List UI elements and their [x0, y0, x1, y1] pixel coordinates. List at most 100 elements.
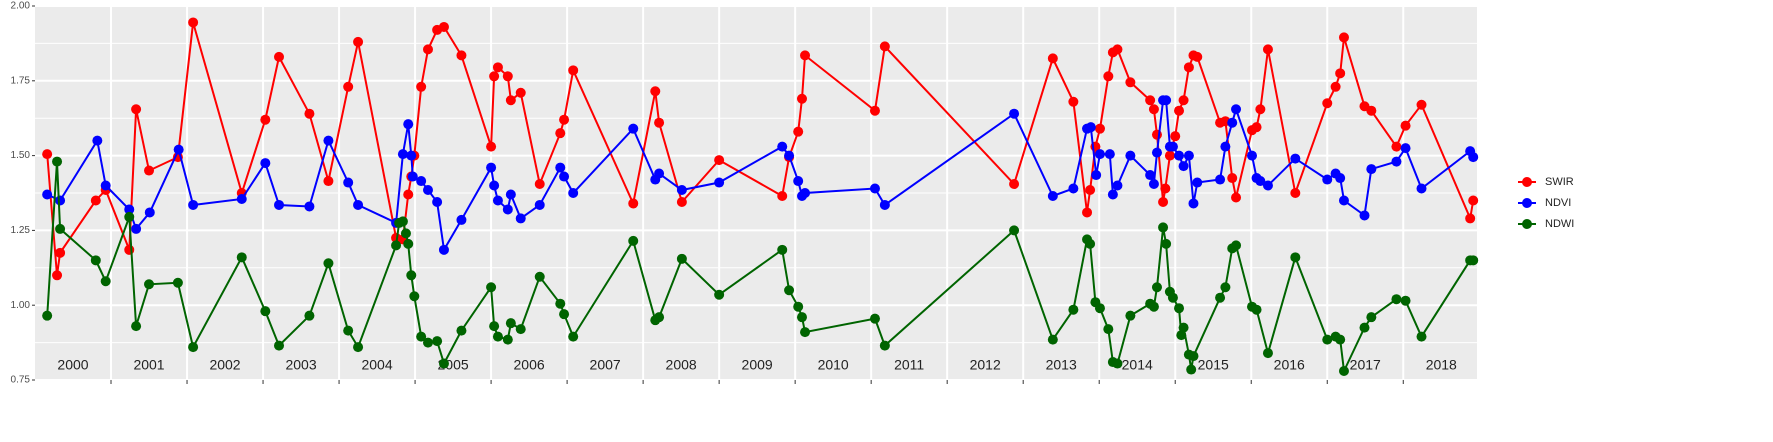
- year-label: 2006: [514, 357, 545, 373]
- point: [124, 204, 135, 215]
- point: [784, 150, 795, 161]
- point: [502, 334, 513, 345]
- point: [486, 282, 497, 293]
- point: [1468, 195, 1479, 206]
- point: [1366, 312, 1377, 323]
- point: [131, 223, 142, 234]
- point: [432, 196, 443, 207]
- point: [236, 193, 247, 204]
- point: [879, 41, 890, 52]
- point: [784, 285, 795, 296]
- legend-label: SWIR: [1545, 176, 1574, 188]
- point: [1148, 104, 1159, 115]
- point: [650, 86, 661, 97]
- point: [796, 93, 807, 104]
- point: [654, 168, 665, 179]
- point: [1231, 240, 1242, 251]
- point: [714, 177, 725, 188]
- point: [144, 165, 155, 176]
- point: [1170, 131, 1181, 142]
- point: [1085, 185, 1096, 196]
- point: [438, 244, 449, 255]
- year-label: 2001: [133, 357, 164, 373]
- point: [492, 62, 503, 73]
- point: [173, 144, 184, 155]
- point: [1290, 252, 1301, 263]
- point: [456, 325, 467, 336]
- point: [1335, 173, 1346, 184]
- point: [1148, 179, 1159, 190]
- point: [628, 198, 639, 209]
- point: [353, 342, 364, 353]
- point: [1167, 141, 1178, 152]
- point: [1085, 238, 1096, 249]
- legend-label: NDVI: [1545, 197, 1571, 209]
- point: [90, 195, 101, 206]
- point: [406, 150, 417, 161]
- point: [879, 199, 890, 210]
- point: [777, 244, 788, 255]
- point: [236, 252, 247, 263]
- point: [1151, 147, 1162, 158]
- legend-label: NDWI: [1545, 218, 1574, 230]
- point: [42, 189, 53, 200]
- point: [676, 253, 687, 264]
- point: [1178, 161, 1189, 172]
- year-label: 2013: [1046, 357, 1077, 373]
- point: [555, 298, 566, 309]
- legend-key: [1522, 219, 1532, 229]
- point: [274, 340, 285, 351]
- point: [100, 180, 111, 191]
- point: [353, 36, 364, 47]
- y-tick-label: 1.25: [11, 225, 31, 236]
- point: [1091, 170, 1102, 181]
- point: [409, 291, 420, 302]
- point: [131, 321, 142, 332]
- point: [568, 188, 579, 198]
- point: [486, 141, 497, 152]
- year-label: 2008: [666, 357, 697, 373]
- point: [559, 309, 570, 320]
- point: [304, 201, 315, 212]
- point: [654, 117, 665, 128]
- point: [260, 158, 271, 169]
- point: [1335, 334, 1346, 345]
- point: [492, 331, 503, 342]
- point: [42, 310, 53, 321]
- point: [515, 324, 526, 335]
- point: [1391, 294, 1402, 305]
- point: [1262, 44, 1273, 55]
- year-label: 2009: [742, 357, 773, 373]
- point: [1262, 348, 1273, 359]
- point: [403, 119, 414, 130]
- point: [188, 342, 199, 353]
- point: [1231, 192, 1242, 203]
- point: [1112, 44, 1123, 55]
- point: [1335, 68, 1346, 79]
- point: [188, 199, 199, 210]
- point: [1400, 295, 1411, 306]
- point: [304, 108, 315, 119]
- point: [416, 176, 427, 187]
- point: [1290, 188, 1301, 198]
- point: [1047, 190, 1058, 201]
- point: [515, 213, 526, 224]
- point: [100, 276, 111, 287]
- point: [1231, 104, 1242, 115]
- point: [489, 321, 500, 332]
- point: [1068, 96, 1079, 107]
- y-tick-label: 1.50: [11, 150, 31, 161]
- point: [343, 325, 354, 336]
- point: [1068, 304, 1079, 315]
- point: [505, 95, 516, 106]
- series-line: [46, 22, 1475, 276]
- point: [1125, 77, 1136, 88]
- point: [172, 277, 183, 288]
- point: [1047, 334, 1058, 345]
- point: [1227, 173, 1238, 184]
- point: [323, 176, 334, 187]
- point: [505, 318, 516, 329]
- year-label: 2018: [1426, 357, 1457, 373]
- point: [42, 149, 53, 160]
- point: [1366, 164, 1377, 175]
